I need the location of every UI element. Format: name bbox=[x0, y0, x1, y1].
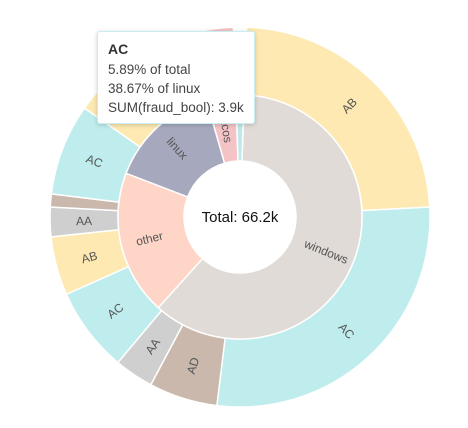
outer-label-ac: AC bbox=[84, 152, 105, 171]
inner-label-other: other bbox=[135, 229, 165, 249]
outer-label-ab: AB bbox=[80, 249, 99, 267]
center-total-label: Total: 66.2k bbox=[202, 209, 279, 226]
tooltip: AC 5.89% of total 38.67% of linux SUM(fr… bbox=[97, 31, 255, 124]
tooltip-line-3: SUM(fraud_bool): 3.9k bbox=[108, 100, 244, 115]
tooltip-line-1: 5.89% of total bbox=[108, 62, 191, 77]
outer-label-ad: AD bbox=[184, 355, 202, 375]
tooltip-line-2: 38.67% of linux bbox=[108, 81, 201, 96]
tooltip-title: AC bbox=[108, 41, 129, 57]
inner-ring bbox=[117, 94, 363, 340]
outer-label-aa: AA bbox=[76, 214, 92, 228]
center-hole bbox=[184, 161, 296, 273]
